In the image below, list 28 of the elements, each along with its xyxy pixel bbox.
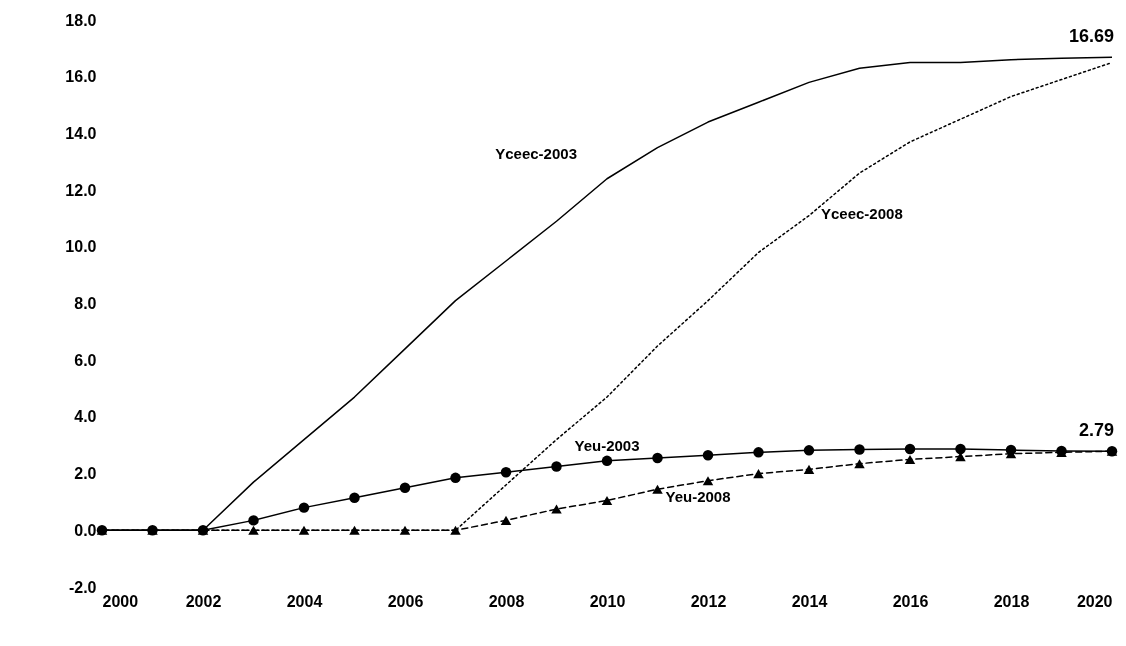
annotation: 2.79 (1078, 420, 1114, 441)
y-tick-label: 18.0 (65, 11, 97, 29)
text: Yceec-2003 (495, 144, 577, 162)
x-tick-label: 2012 (690, 592, 727, 610)
y-tick-label: 0.0 (74, 521, 97, 539)
y-tick-label: 12.0 (65, 181, 97, 199)
y-tick-label: 2.0 (74, 465, 97, 483)
series-label: Yeu-2008 (665, 487, 731, 505)
x-tick-label: 2014 (791, 592, 828, 610)
x-tick-label: 2004 (286, 592, 323, 610)
y-tick-label: -2.0 (68, 578, 97, 596)
y-tick-label: 14.0 (65, 124, 97, 142)
x-tick-label: 2002 (185, 592, 222, 610)
y-tick-label: 6.0 (74, 351, 97, 369)
annotation: 16.69 (1068, 26, 1114, 47)
y-tick-label: 8.0 (74, 295, 97, 312)
x-tick-label: 2020 (1076, 592, 1113, 610)
x-tick-label: 2018 (993, 592, 1030, 610)
x-tick-label: 2008 (488, 592, 525, 610)
x-tick-label: 2006 (387, 592, 424, 610)
y-tick-label: 10.0 (65, 238, 97, 256)
y-tick-label: 4.0 (74, 408, 97, 426)
x-tick-label: 2010 (589, 592, 626, 610)
series-label: Yeu-2003 (574, 436, 640, 454)
x-tick-label: 2016 (892, 592, 929, 610)
series-label: Yceec-2008 (821, 204, 903, 222)
y-tick-label: 16.0 (65, 68, 97, 86)
x-tick-label: 2000 (102, 592, 139, 610)
